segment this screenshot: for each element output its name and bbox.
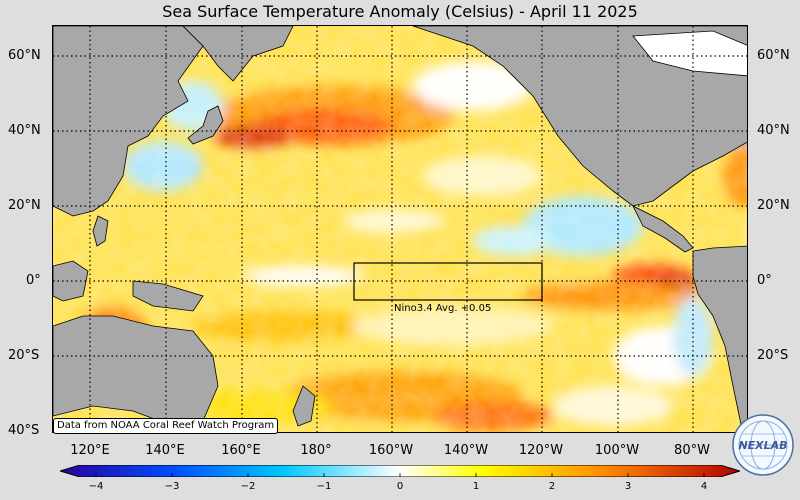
greenland-land (632, 30, 747, 77)
lon-label-120e: 120°E (70, 443, 110, 458)
north-america-land (412, 26, 747, 207)
philippines-land (92, 215, 109, 247)
south-america-land (692, 245, 747, 432)
lat-label-40n-right: 40°N (757, 123, 790, 138)
lat-label-60n: 60°N (8, 48, 41, 63)
lat-label-40n: 40°N (8, 123, 41, 138)
nino34-label: Nino3.4 Avg. +0.05 (394, 303, 491, 314)
lat-label-20s: 20°S (8, 348, 40, 363)
colorbar (58, 462, 742, 478)
lon-label-80w: 80°W (674, 443, 710, 458)
lat-label-20n-right: 20°N (757, 198, 790, 213)
borneo-land (53, 260, 89, 302)
colorbar-tick-2: 2 (548, 481, 556, 492)
colorbar-tick-m1: −1 (316, 481, 332, 492)
graticule (53, 26, 747, 432)
colorbar-tick-m3: −3 (164, 481, 180, 492)
lon-label-120w: 120°W (518, 443, 564, 458)
colorbar-tick-4: 4 (700, 481, 708, 492)
colorbar-tick-m4: −4 (88, 481, 104, 492)
central-america-land (632, 205, 694, 253)
asia-land (53, 26, 204, 217)
land-masses (53, 26, 747, 432)
lat-label-20s-right: 20°S (757, 348, 789, 363)
lon-label-180: 180° (300, 443, 332, 458)
lat-label-60n-right: 60°N (757, 48, 790, 63)
lon-label-140e: 140°E (145, 443, 185, 458)
sst-anomaly-map: Nino3.4 Avg. +0.05 (52, 25, 748, 433)
lon-label-140w: 140°W (443, 443, 489, 458)
data-source-note: Data from NOAA Coral Reef Watch Program (53, 418, 279, 434)
lon-label-160e: 160°E (221, 443, 261, 458)
colorbar-tick-3: 3 (624, 481, 632, 492)
nino34-box (353, 262, 543, 301)
lat-label-20n: 20°N (8, 198, 41, 213)
lon-label-160w: 160°W (368, 443, 414, 458)
australia-land (53, 315, 219, 427)
lat-label-0: 0° (26, 273, 41, 288)
lon-label-100w: 100°W (594, 443, 640, 458)
japan-land (187, 105, 224, 145)
kamchatka-land (182, 26, 294, 82)
logo-text: NEXLAB (738, 439, 787, 452)
colorbar-tick-0: 0 (396, 481, 404, 492)
lat-label-40s: 40°S (8, 423, 40, 438)
map-title: Sea Surface Temperature Anomaly (Celsius… (162, 2, 638, 21)
colorbar-tick-m2: −2 (240, 481, 256, 492)
globe-logo-icon: NEXLAB (732, 414, 794, 476)
colorbar-tick-1: 1 (472, 481, 480, 492)
new-zealand-land (292, 385, 316, 427)
lat-label-0-right: 0° (757, 273, 772, 288)
new-guinea-land (132, 280, 204, 312)
